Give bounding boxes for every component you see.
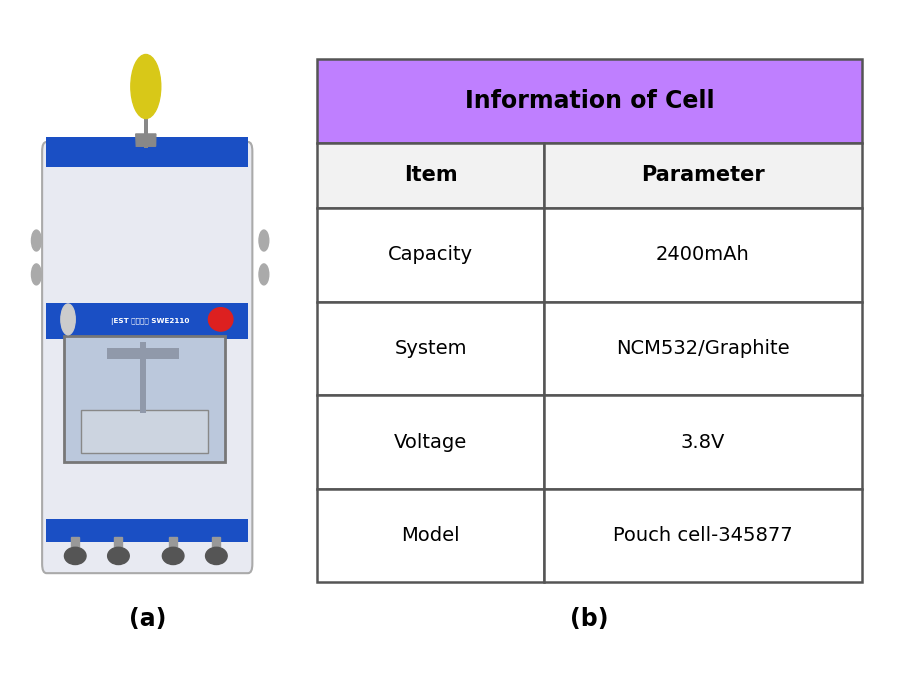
Bar — [544, 302, 861, 395]
Bar — [144, 83, 148, 148]
Bar — [169, 538, 177, 549]
Bar — [544, 489, 861, 582]
Bar — [47, 137, 248, 167]
Bar — [47, 303, 248, 339]
Text: (a): (a) — [129, 608, 166, 631]
Text: (b): (b) — [571, 608, 608, 631]
Circle shape — [130, 55, 161, 118]
Text: Pouch cell-345877: Pouch cell-345877 — [613, 526, 793, 545]
Text: Item: Item — [404, 165, 457, 186]
Text: 2400mAh: 2400mAh — [656, 245, 750, 265]
Text: Model: Model — [401, 526, 460, 545]
Bar — [140, 342, 147, 413]
Circle shape — [61, 304, 76, 335]
Bar — [212, 538, 220, 549]
Bar — [544, 143, 861, 208]
Bar — [318, 208, 544, 302]
Ellipse shape — [65, 547, 86, 564]
Bar — [318, 395, 544, 489]
Text: Information of Cell: Information of Cell — [464, 89, 715, 113]
Bar — [114, 538, 122, 549]
Text: |EST 元能科技 SWE2110: |EST 元能科技 SWE2110 — [111, 318, 189, 325]
Bar — [318, 143, 544, 208]
Circle shape — [32, 230, 41, 251]
Text: Parameter: Parameter — [641, 165, 765, 186]
Bar — [318, 489, 544, 582]
Ellipse shape — [209, 308, 233, 331]
Ellipse shape — [108, 547, 130, 564]
Bar — [81, 410, 208, 453]
Bar — [107, 349, 179, 359]
Text: Capacity: Capacity — [388, 245, 473, 265]
Polygon shape — [136, 134, 156, 146]
Text: Voltage: Voltage — [394, 433, 467, 452]
Bar — [318, 302, 544, 395]
Ellipse shape — [162, 547, 184, 564]
Circle shape — [259, 264, 269, 285]
Text: NCM532/Graphite: NCM532/Graphite — [616, 339, 789, 358]
Ellipse shape — [205, 547, 227, 564]
Circle shape — [32, 264, 41, 285]
FancyBboxPatch shape — [42, 142, 252, 573]
Bar — [544, 208, 861, 302]
Circle shape — [259, 230, 269, 251]
Bar — [71, 538, 79, 549]
Text: 3.8V: 3.8V — [680, 433, 725, 452]
Bar — [47, 519, 248, 543]
Text: System: System — [394, 339, 467, 358]
Bar — [64, 336, 225, 462]
Bar — [544, 395, 861, 489]
Bar — [318, 59, 861, 143]
